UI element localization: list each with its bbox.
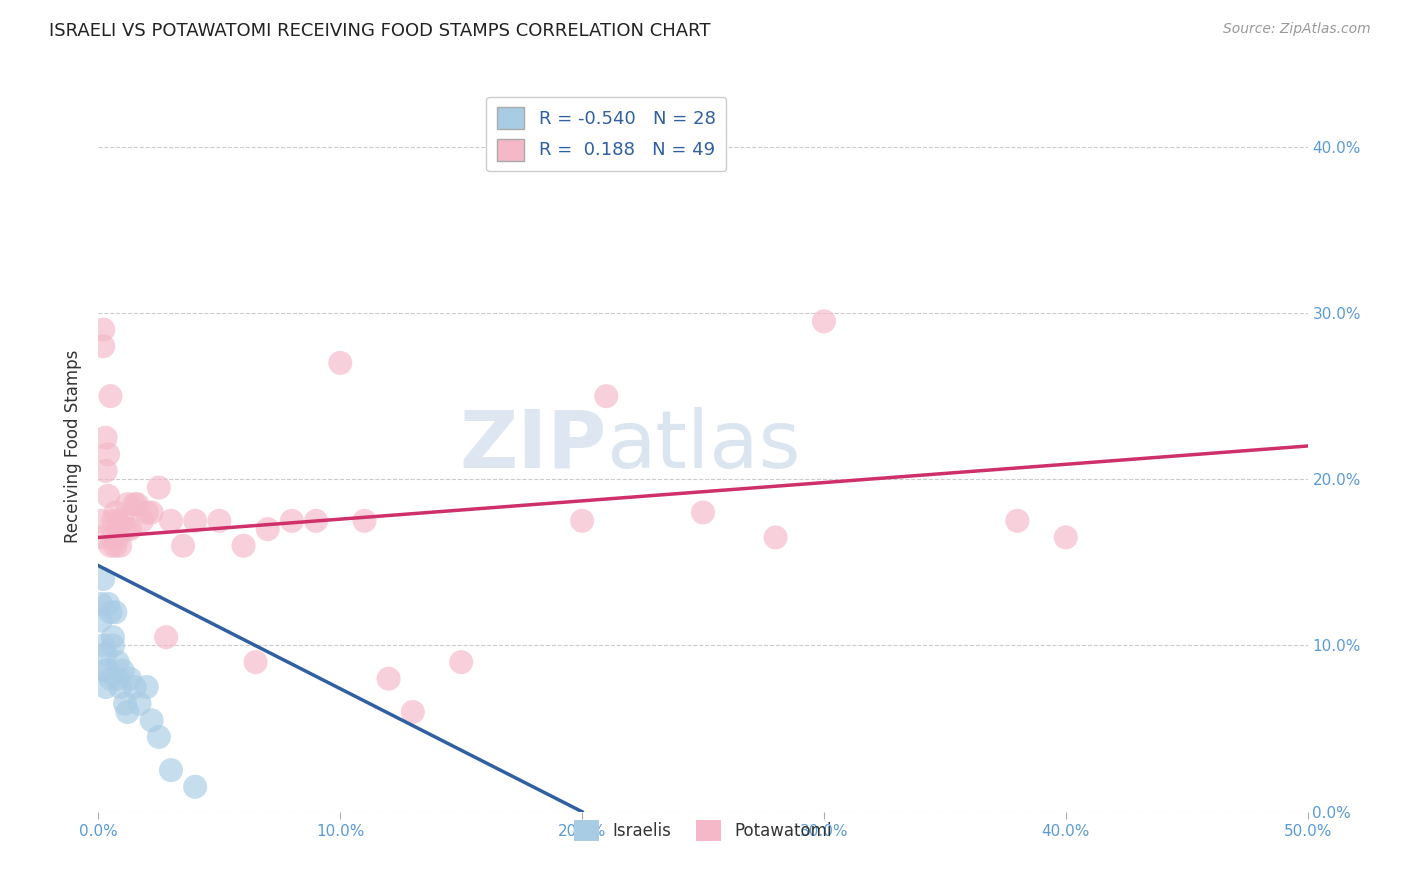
Point bbox=[104, 506, 127, 520]
Point bbox=[124, 680, 146, 694]
Point bbox=[100, 672, 122, 686]
Point bbox=[813, 314, 835, 328]
Point bbox=[107, 655, 129, 669]
Y-axis label: Receiving Food Stamps: Receiving Food Stamps bbox=[65, 350, 83, 542]
Point bbox=[402, 705, 425, 719]
Point bbox=[208, 514, 231, 528]
Point bbox=[232, 539, 254, 553]
Point bbox=[91, 572, 114, 586]
Point bbox=[450, 655, 472, 669]
Point bbox=[104, 539, 127, 553]
Point bbox=[155, 630, 177, 644]
Point bbox=[111, 664, 134, 678]
Point bbox=[148, 730, 170, 744]
Point bbox=[117, 497, 139, 511]
Point bbox=[141, 714, 163, 728]
Point bbox=[118, 522, 141, 536]
Point bbox=[90, 514, 112, 528]
Point bbox=[108, 680, 131, 694]
Point bbox=[148, 481, 170, 495]
Point bbox=[100, 605, 122, 619]
Point bbox=[377, 672, 399, 686]
Point bbox=[91, 639, 114, 653]
Point bbox=[114, 522, 136, 536]
Point bbox=[184, 780, 207, 794]
Point bbox=[1007, 514, 1029, 528]
Point bbox=[353, 514, 375, 528]
Point bbox=[107, 514, 129, 528]
Point bbox=[281, 514, 304, 528]
Text: atlas: atlas bbox=[606, 407, 800, 485]
Point bbox=[595, 389, 617, 403]
Point bbox=[765, 530, 787, 544]
Point bbox=[101, 530, 124, 544]
Text: Source: ZipAtlas.com: Source: ZipAtlas.com bbox=[1223, 22, 1371, 37]
Point bbox=[97, 447, 120, 461]
Point bbox=[91, 323, 114, 337]
Point bbox=[107, 672, 129, 686]
Point bbox=[127, 497, 149, 511]
Point bbox=[90, 614, 112, 628]
Point bbox=[160, 763, 183, 777]
Point bbox=[101, 639, 124, 653]
Point bbox=[100, 389, 122, 403]
Point bbox=[141, 506, 163, 520]
Point bbox=[90, 530, 112, 544]
Point bbox=[135, 506, 157, 520]
Point bbox=[172, 539, 194, 553]
Point bbox=[118, 672, 141, 686]
Point bbox=[94, 680, 117, 694]
Point bbox=[117, 705, 139, 719]
Point bbox=[90, 597, 112, 611]
Point bbox=[305, 514, 328, 528]
Point bbox=[91, 339, 114, 353]
Point bbox=[107, 530, 129, 544]
Point bbox=[100, 539, 122, 553]
Point bbox=[97, 664, 120, 678]
Point bbox=[124, 497, 146, 511]
Point bbox=[160, 514, 183, 528]
Point bbox=[245, 655, 267, 669]
Point bbox=[108, 539, 131, 553]
Point bbox=[94, 464, 117, 478]
Point bbox=[256, 522, 278, 536]
Point bbox=[97, 597, 120, 611]
Point bbox=[692, 506, 714, 520]
Point bbox=[104, 605, 127, 619]
Point bbox=[94, 647, 117, 661]
Point bbox=[111, 514, 134, 528]
Text: ISRAELI VS POTAWATOMI RECEIVING FOOD STAMPS CORRELATION CHART: ISRAELI VS POTAWATOMI RECEIVING FOOD STA… bbox=[49, 22, 710, 40]
Point bbox=[571, 514, 593, 528]
Point bbox=[329, 356, 352, 370]
Point bbox=[131, 514, 153, 528]
Text: ZIP: ZIP bbox=[458, 407, 606, 485]
Point bbox=[94, 664, 117, 678]
Point bbox=[97, 489, 120, 503]
Point bbox=[135, 680, 157, 694]
Point bbox=[128, 697, 150, 711]
Point bbox=[101, 514, 124, 528]
Legend: Israelis, Potawatomi: Israelis, Potawatomi bbox=[567, 814, 839, 847]
Point bbox=[114, 697, 136, 711]
Point bbox=[94, 431, 117, 445]
Point bbox=[184, 514, 207, 528]
Point bbox=[1054, 530, 1077, 544]
Point bbox=[101, 630, 124, 644]
